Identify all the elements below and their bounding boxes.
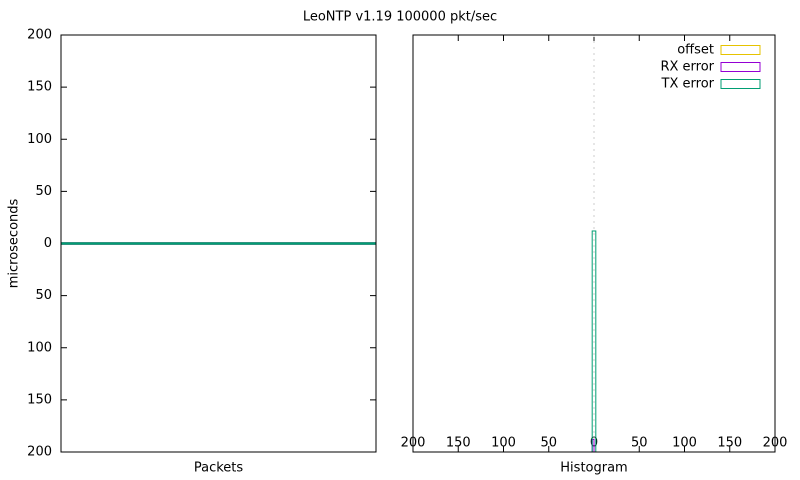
legend-swatch <box>720 62 761 72</box>
y-tick-label: 50 <box>35 288 52 303</box>
plot-frame <box>60 34 377 453</box>
y-axis-label: microseconds <box>7 198 22 288</box>
x-tick-label: 150 <box>446 436 471 451</box>
y-tick-label: 100 <box>27 340 52 355</box>
y-tick-label: 50 <box>35 184 52 199</box>
legend-swatch <box>720 45 761 55</box>
x-axis-label: Histogram <box>560 461 627 476</box>
legend-label: TX error <box>661 77 715 92</box>
x-axis-label: Packets <box>194 461 244 476</box>
x-tick-label: 100 <box>491 436 516 451</box>
y-tick-label: 100 <box>27 132 52 147</box>
x-tick-label: 150 <box>717 436 742 451</box>
chart-title: LeoNTP v1.19 100000 pkt/sec <box>303 10 497 25</box>
y-tick-label: 200 <box>27 28 52 43</box>
plot-frame <box>412 34 776 453</box>
y-tick-label: 150 <box>27 392 52 407</box>
legend-label: RX error <box>660 60 714 75</box>
x-tick-label: 50 <box>540 436 557 451</box>
legend-label: offset <box>677 43 714 58</box>
y-tick-label: 150 <box>27 80 52 95</box>
y-tick-label: 0 <box>44 236 52 251</box>
x-tick-label: 100 <box>672 436 697 451</box>
y-tick-label: 200 <box>27 445 52 460</box>
x-tick-label: 50 <box>631 436 648 451</box>
legend-swatch <box>720 79 761 89</box>
